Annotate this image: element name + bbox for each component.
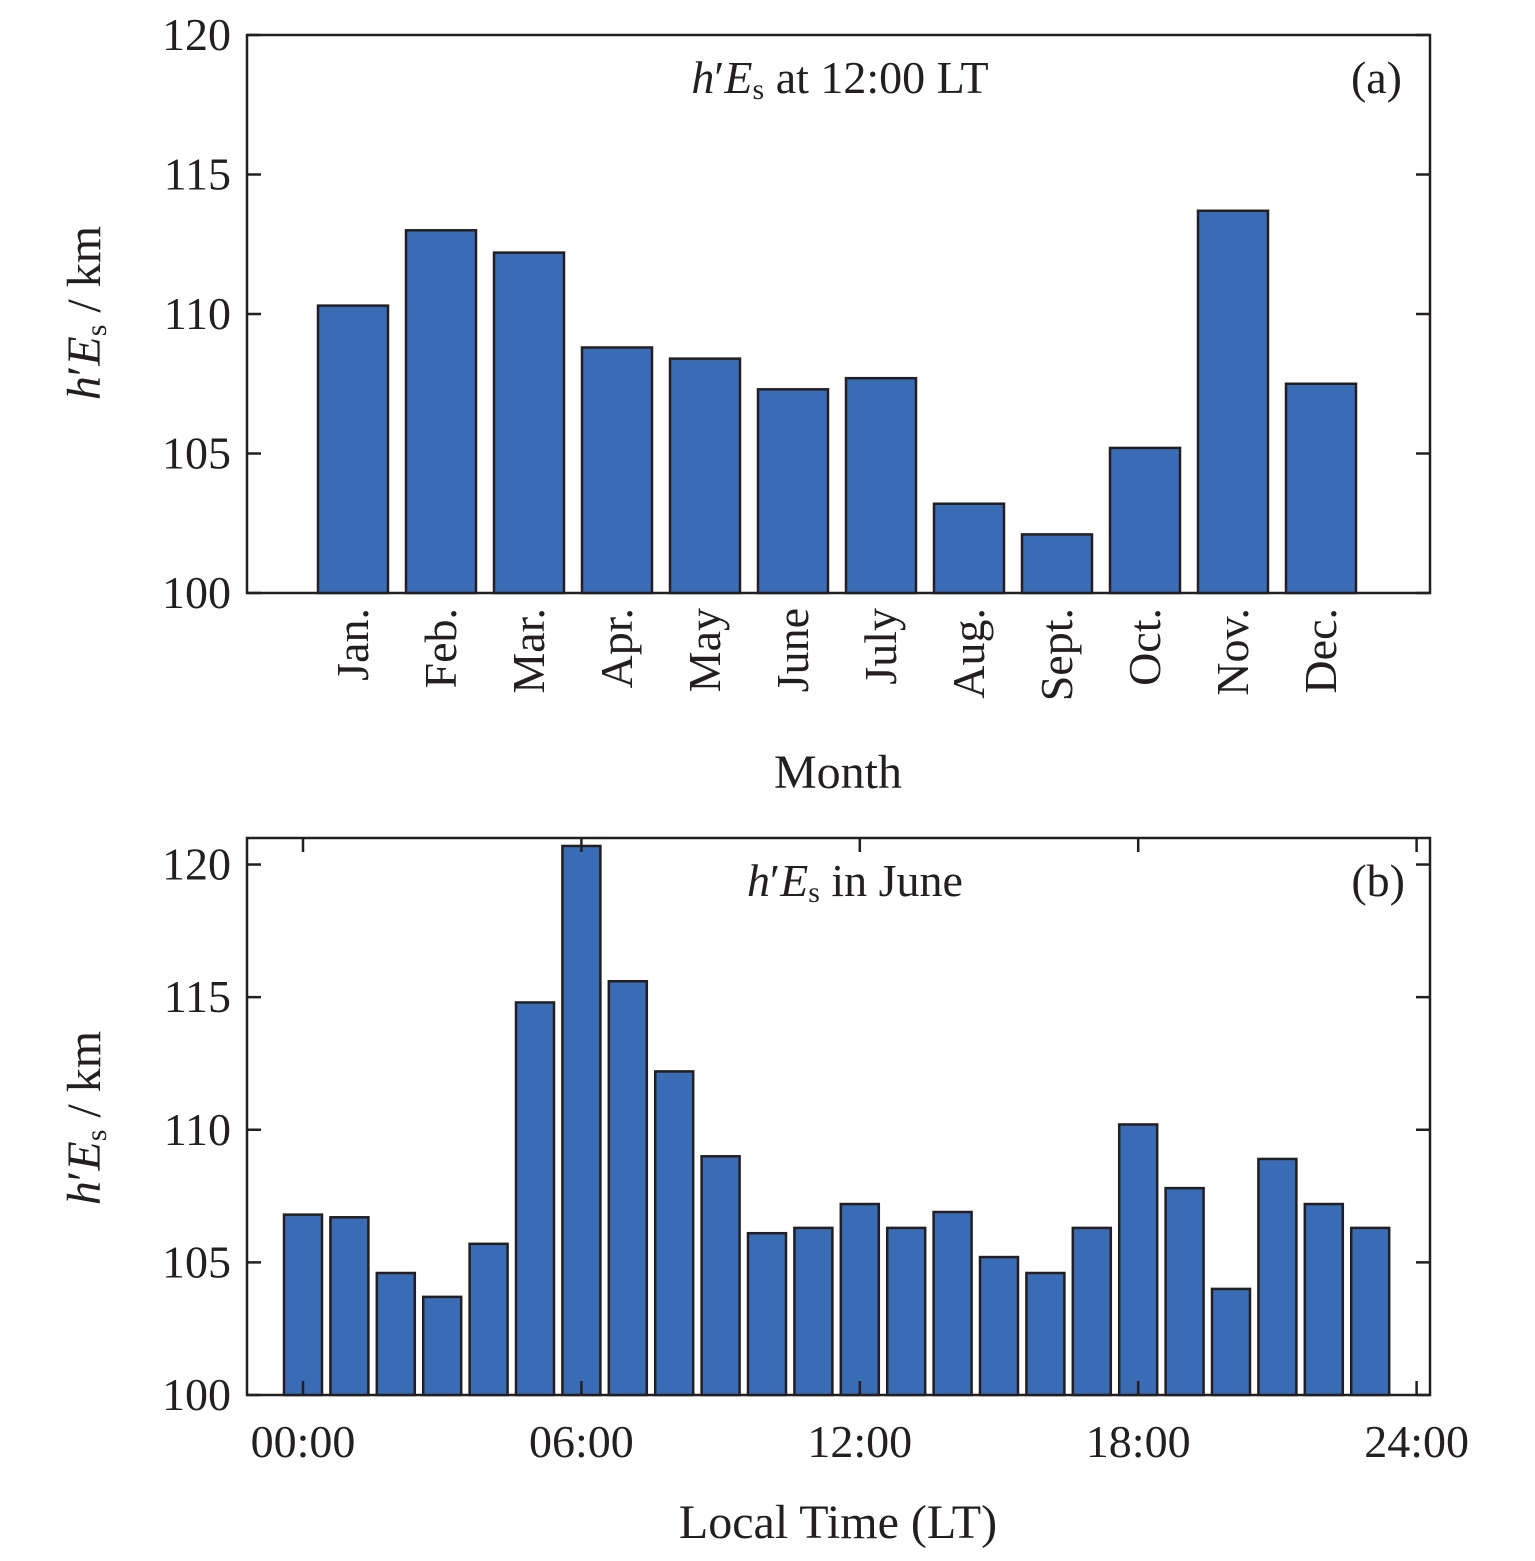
bar-hour-5 [514,1001,556,1397]
x-ticks-a: Jan. Feb. Mar. Apr. May June July Aug. Sept. Oct.… [327,608,1346,701]
y-axis-title-b: h′Es / km [58,1031,113,1205]
x-axis-title-b: Local Time (LT) [679,1496,997,1549]
y-tick-label-a: 115 [164,149,231,200]
bar-hour-10 [746,1231,788,1397]
x-axis-title-a: Month [774,746,902,799]
x-tick-label-a: Nov. [1207,608,1258,696]
bar-hour-21 [1257,1157,1298,1397]
panel-b-title: h′Es in June [747,855,963,909]
y-axis-title-a: h′Es / km [58,226,113,400]
bar-hour-23 [1349,1226,1391,1397]
x-tick-label-a: Aug. [943,608,994,699]
y-tick-label-a: 110 [164,288,231,339]
panel-a-label: (a) [1351,52,1402,103]
bar-sept [1020,533,1094,595]
y-tick-label-b: 110 [164,1104,231,1155]
bar-oct [1108,446,1182,595]
y-tick-label-a: 105 [162,428,231,479]
x-ticks-b: 00:00 06:00 12:00 18:00 24:00 [251,838,1469,1467]
bar-hour-0 [282,1213,324,1397]
bar-hour-16 [1025,1271,1066,1397]
bar-mar [492,251,566,595]
bar-hour-11 [793,1226,834,1397]
bar-hour-15 [978,1255,1020,1397]
bar-hour-17 [1071,1226,1113,1397]
y-ticks-b: 100 105 110 115 120 [162,839,1430,1420]
bar-dec [1284,382,1358,595]
bar-hour-6 [561,844,602,1397]
x-tick-label-a: Jan. [327,608,378,681]
bar-hour-9 [700,1155,741,1397]
y-tick-label-b: 120 [162,839,231,890]
bar-nov [1196,209,1270,595]
bar-hour-18 [1117,1123,1159,1397]
bar-hour-2 [375,1271,417,1397]
x-tick-label-a: Dec. [1295,608,1346,694]
x-tick-label-a: June [767,608,818,692]
x-tick-label-a: May [679,608,730,692]
y-tick-label-b: 105 [162,1236,231,1287]
bar-hour-8 [653,1070,695,1397]
y-tick-label-b: 100 [162,1369,231,1420]
bar-hour-19 [1164,1186,1205,1397]
x-tick-label-b: 12:00 [807,1416,912,1467]
bar-aug [932,502,1006,595]
bar-hour-3 [421,1295,463,1397]
x-tick-label-b: 24:00 [1364,1416,1469,1467]
plot-frame-b [245,836,1432,1397]
x-tick-label-b: 06:00 [529,1416,634,1467]
bar-hour-12 [839,1202,881,1397]
x-tick-label-a: July [855,608,906,685]
bar-hour-1 [329,1216,370,1397]
y-tick-label-b: 115 [164,971,231,1022]
x-tick-label-a: Feb. [415,608,466,689]
bar-hour-22 [1303,1202,1345,1397]
y-ticks-a: 100 105 110 115 120 [162,9,1430,618]
x-tick-label-a: Oct. [1119,608,1170,686]
bar-hour-20 [1210,1287,1252,1397]
bar-feb [404,229,478,595]
bar-hour-4 [468,1242,509,1397]
bar-june [756,388,830,595]
x-tick-label-b: 00:00 [251,1416,356,1467]
bar-hour-13 [885,1226,927,1397]
bar-may [668,357,742,595]
x-tick-label-a: Sept. [1031,608,1082,701]
bars-a [316,209,1358,595]
bar-jan [316,304,390,595]
x-tick-label-b: 18:00 [1086,1416,1191,1467]
y-tick-label-a: 100 [162,567,231,618]
panel-b-label: (b) [1351,855,1405,906]
y-tick-label-a: 120 [162,9,231,60]
bar-apr [580,346,654,595]
panel-a-title: h′Es at 12:00 LT [691,52,988,106]
bar-july [844,376,918,595]
bar-hour-14 [932,1210,973,1397]
x-tick-label-a: Apr. [591,608,642,689]
bar-hour-7 [607,979,649,1397]
bars-b [282,844,1391,1397]
panel-b-hourly-chart: 100 105 110 115 120 00:00 06:00 12:00 18:00 24:0… [58,836,1469,1549]
x-tick-label-a: Mar. [503,608,554,694]
